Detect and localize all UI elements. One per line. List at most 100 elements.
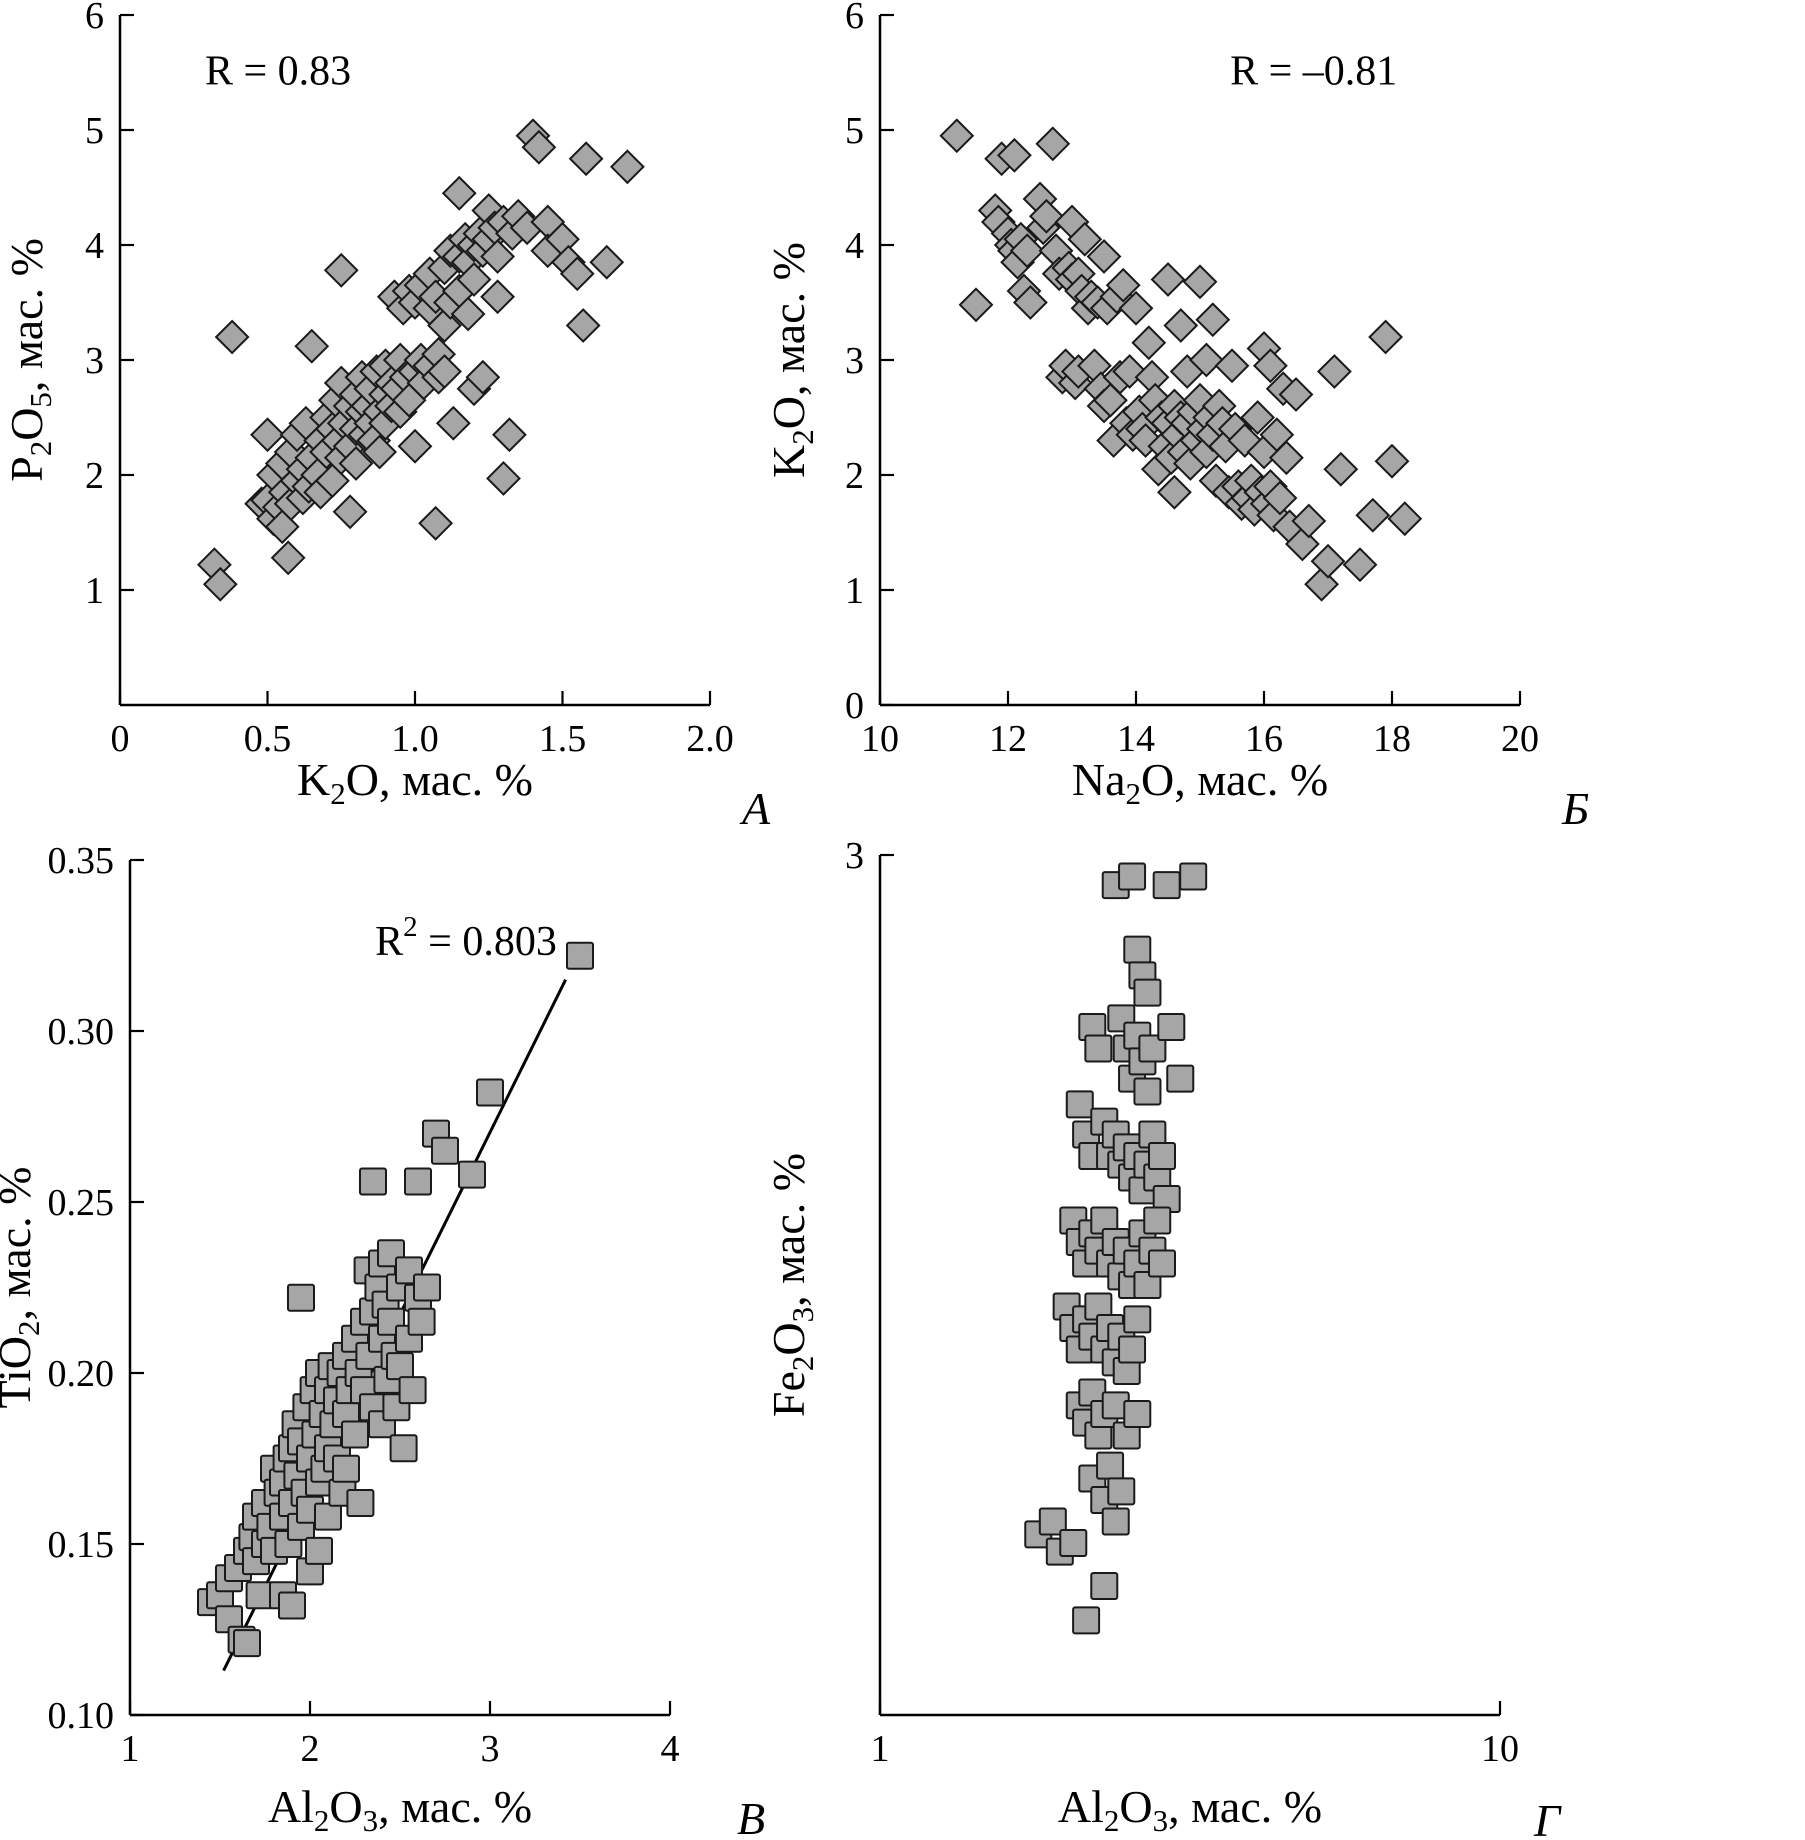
data-point (338, 446, 374, 481)
data-point (332, 1454, 360, 1483)
y-tick-label: 5 (85, 110, 104, 152)
data-point (362, 434, 398, 470)
y-axis-title: P2O5, мас. % (1, 238, 58, 482)
data-point (397, 428, 433, 464)
data-point (1268, 440, 1304, 476)
data-point (450, 296, 486, 332)
y-axis-title: K2O, мас. % (763, 242, 820, 478)
x-tick-label: 18 (1373, 718, 1411, 760)
data-point (559, 256, 595, 292)
data-point (1148, 1142, 1177, 1170)
tick-marks (128, 858, 672, 1717)
x-axis-title: Al2O3, мас. % (268, 1781, 532, 1838)
y-tick-label: 2 (85, 455, 104, 497)
data-point (1138, 1034, 1167, 1063)
data-point (323, 252, 359, 288)
data-point (1252, 348, 1288, 384)
data-point (465, 359, 501, 395)
data-point (1133, 1077, 1162, 1106)
data-point (435, 405, 471, 441)
tick-marks (878, 853, 1502, 1715)
y-tick-label: 0.10 (48, 1695, 115, 1737)
data-point (1133, 978, 1162, 1007)
data-point (1090, 1572, 1119, 1600)
x-tick-label: 2.0 (686, 718, 734, 760)
data-point (418, 505, 454, 541)
correlation-annotation: R = 0.83 (205, 49, 351, 95)
data-point (480, 279, 516, 315)
correlation-annotation: R = –0.81 (1230, 49, 1397, 95)
data-point (427, 354, 462, 389)
data-point (1143, 1206, 1172, 1235)
y-tick-label: 6 (85, 0, 104, 37)
data-point (1105, 267, 1141, 303)
data-point (287, 1283, 315, 1312)
x-axis-title: Al2O3, мас. % (1058, 1781, 1322, 1838)
data-point (413, 1273, 441, 1302)
y-tick-label: 0.20 (48, 1353, 115, 1395)
y-tick-label: 6 (845, 0, 864, 37)
y-tick-label: 2 (845, 455, 864, 497)
data-points (1024, 862, 1208, 1635)
x-tick-label: 2 (301, 1728, 320, 1770)
y-tick-label: 3 (845, 340, 864, 382)
data-point (1059, 1529, 1088, 1557)
data-point (1195, 302, 1231, 338)
data-point (521, 129, 557, 165)
y-tick-label: 3 (85, 340, 104, 382)
y-tick-label: 1 (845, 570, 864, 612)
data-point (1355, 497, 1391, 533)
data-point (1240, 400, 1276, 435)
y-tick-label: 0.25 (48, 1182, 115, 1224)
data-point (1086, 239, 1122, 274)
panel-letter: Г (1533, 1795, 1562, 1840)
scatter-panel-a: 0 0.5 1.0 1.5 2.0 1 2 3 4 5 6 R = 0.83 K2O, мас. % P2… (1, 0, 771, 834)
x-tick-label: 12 (989, 718, 1027, 760)
data-point (214, 319, 250, 355)
data-point (250, 417, 285, 453)
axes (128, 860, 670, 1717)
data-point (1123, 1305, 1152, 1334)
data-point (1118, 290, 1154, 326)
x-tick-label: 1 (121, 1728, 140, 1770)
data-point (1065, 1090, 1094, 1119)
data-point (407, 1307, 436, 1336)
data-point (458, 1160, 486, 1189)
data-point (1035, 126, 1071, 162)
data-point (456, 262, 492, 297)
data-point (1148, 1249, 1177, 1278)
data-point (245, 1581, 274, 1610)
data-point (1342, 547, 1378, 583)
data-point (386, 1352, 414, 1381)
y-tick-label: 5 (845, 110, 864, 152)
x-tick-label: 10 (861, 718, 899, 760)
y-tick-label: 4 (845, 225, 864, 267)
data-point (1131, 325, 1167, 361)
x-tick-label: 1.0 (391, 718, 439, 760)
panel-letter: А (739, 783, 771, 834)
data-point (1038, 1507, 1067, 1536)
data-point (486, 461, 521, 496)
data-point (1156, 474, 1192, 510)
data-point (1118, 862, 1147, 891)
data-points (197, 941, 594, 1658)
data-point (1188, 342, 1224, 378)
data-point (305, 1536, 333, 1565)
data-point (332, 494, 368, 530)
data-points (939, 118, 1423, 602)
data-point (1150, 262, 1186, 297)
data-point (398, 1376, 427, 1405)
y-tick-label: 0.35 (48, 840, 115, 882)
data-point (1009, 233, 1045, 269)
x-tick-label: 4 (661, 1728, 680, 1770)
data-point (480, 239, 516, 274)
tick-marks (878, 13, 1522, 707)
data-point (1166, 1064, 1195, 1093)
x-tick-label: 14 (1117, 718, 1155, 760)
data-point (1262, 480, 1298, 516)
tick-marks (118, 13, 712, 705)
data-points (196, 118, 645, 602)
data-point (1101, 1507, 1130, 1536)
